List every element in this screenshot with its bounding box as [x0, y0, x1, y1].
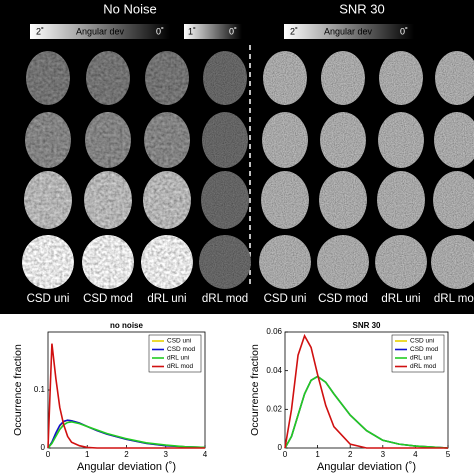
legend-label: CSD mod: [167, 346, 196, 353]
legend-label: dRL mod: [167, 363, 194, 370]
legend-label: dRL mod: [410, 363, 437, 370]
legend-label: CSD uni: [167, 338, 191, 345]
colorbar-label: 1˚: [188, 26, 196, 36]
brain-image: [375, 235, 427, 289]
colorbar: [184, 24, 242, 39]
brain-image: [261, 171, 309, 229]
colorbar-label: 2˚: [36, 26, 44, 36]
y-axis-label: Occurrence fraction: [249, 344, 261, 436]
brain-image: [22, 235, 74, 289]
column-label: CSD uni: [264, 293, 307, 305]
colorbar: [30, 24, 170, 39]
legend-label: dRL uni: [167, 355, 189, 362]
column-label: dRL mod: [202, 293, 248, 305]
column-label: dRL uni: [147, 293, 186, 305]
brain-image: [319, 171, 367, 229]
brain-image: [144, 112, 190, 168]
brain-image: [86, 51, 130, 105]
data-line: [284, 375, 449, 449]
data-line: [47, 343, 205, 449]
brain-image: [262, 112, 308, 168]
brain-image: [203, 51, 247, 105]
brain-image: [141, 235, 193, 289]
brain-image: [85, 112, 131, 168]
x-tick-label: 4: [413, 450, 418, 459]
column-label: CSD mod: [318, 293, 368, 305]
legend-label: CSD uni: [410, 338, 434, 345]
colorbar-label: Angular dev: [76, 26, 125, 36]
colorbar: [284, 24, 414, 39]
x-tick-label: 2: [124, 450, 129, 459]
data-line: [47, 421, 206, 449]
x-tick-label: 0: [283, 450, 288, 459]
brain-image: [320, 112, 366, 168]
legend-label: CSD mod: [410, 346, 439, 353]
brain-image: [259, 235, 311, 289]
brain-image: [378, 112, 424, 168]
brain-image: [82, 235, 134, 289]
chart-title: no noise: [110, 321, 143, 330]
x-tick-label: 2: [348, 450, 353, 459]
data-line: [284, 333, 448, 449]
y-axis-label: Occurrence fraction: [12, 344, 24, 436]
y-tick-label: 0: [41, 443, 46, 452]
y-tick-label: 0: [278, 443, 283, 452]
column-label: dRL uni: [381, 293, 420, 305]
legend-label: dRL uni: [410, 355, 432, 362]
colorbar-label: 0˚: [400, 26, 408, 36]
brain-image: [377, 171, 425, 229]
y-tick-label: 0.04: [266, 366, 282, 375]
brain-image: [199, 235, 251, 289]
brain-image: [143, 171, 191, 229]
brain-image: [433, 171, 474, 229]
x-tick-label: 3: [381, 450, 386, 459]
brain-image: [379, 51, 423, 105]
column-label: CSD uni: [27, 293, 70, 305]
brain-image: [263, 51, 307, 105]
y-tick-label: 0.02: [266, 404, 282, 413]
brain-image: [26, 51, 70, 105]
brain-image: [202, 112, 248, 168]
chart-title: SNR 30: [352, 321, 381, 330]
panel-title: No Noise: [103, 1, 156, 16]
brain-image: [434, 112, 474, 168]
column-label: CSD mod: [83, 293, 133, 305]
brain-image: [431, 235, 474, 289]
y-tick-label: 0.06: [266, 327, 282, 336]
x-tick-label: 5: [446, 450, 451, 459]
colorbar-label: 0˚: [229, 26, 237, 36]
brain-image: [145, 51, 189, 105]
x-axis-label: Angular deviation (˚): [77, 461, 176, 473]
x-tick-label: 4: [203, 450, 208, 459]
panel-title: SNR 30: [339, 1, 385, 16]
brain-image: [435, 51, 474, 105]
brain-image: [24, 171, 72, 229]
brain-image: [317, 235, 369, 289]
y-tick-label: 0.1: [34, 385, 46, 394]
x-tick-label: 1: [85, 450, 90, 459]
brain-image: [84, 171, 132, 229]
colorbar-label: 2˚: [290, 26, 298, 36]
column-label: dRL mod: [434, 293, 474, 305]
brain-image: [25, 112, 71, 168]
x-tick-label: 0: [46, 450, 51, 459]
colorbar-label: 0˚: [156, 26, 164, 36]
x-tick-label: 1: [315, 450, 320, 459]
x-tick-label: 3: [164, 450, 169, 459]
brain-image: [201, 171, 249, 229]
brain-image: [321, 51, 365, 105]
colorbar-label: Angular dev: [324, 26, 373, 36]
x-axis-label: Angular deviation (˚): [317, 461, 416, 473]
